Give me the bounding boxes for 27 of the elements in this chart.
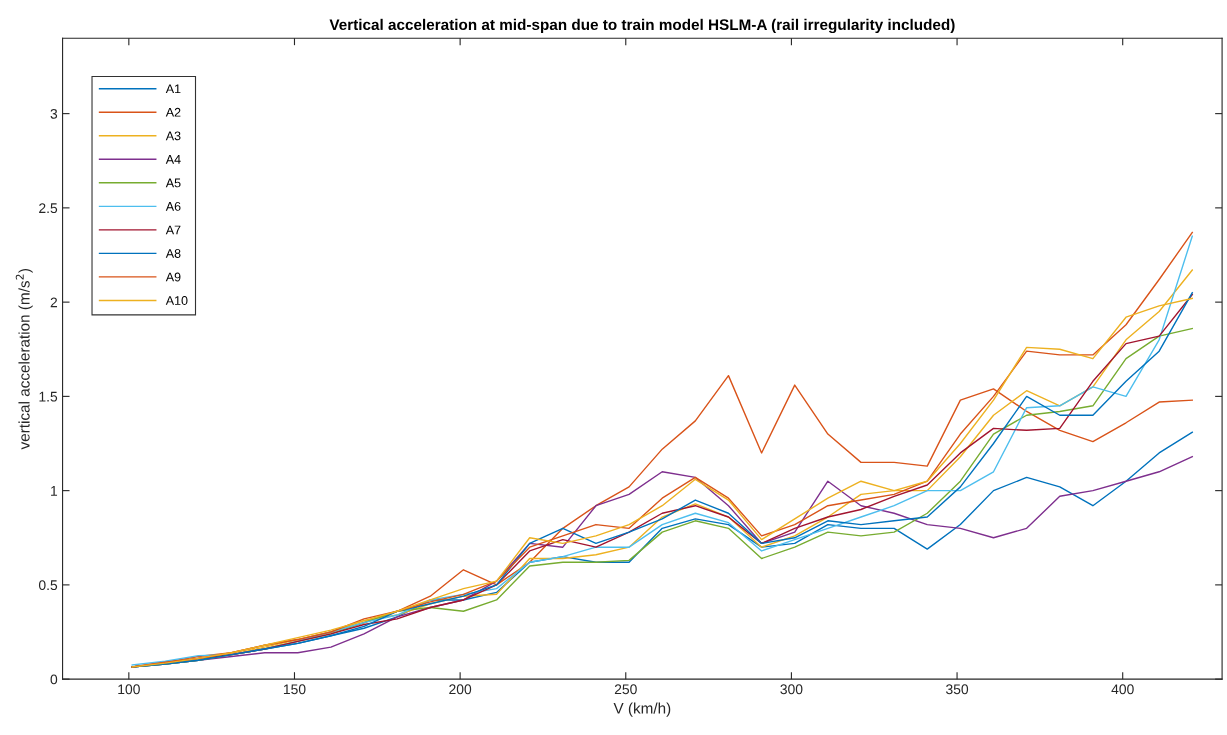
legend-label: A5 (165, 178, 181, 188)
y-tick-label: 0 (50, 674, 58, 685)
y-tick-label: 3 (50, 108, 58, 119)
legend-label: A6 (165, 201, 181, 211)
x-tick-label: 250 (614, 684, 637, 695)
y-axis-title: vertical acceleration (m/s$^{2}$) (15, 268, 33, 450)
y-tick-label: 0.5 (38, 580, 58, 591)
x-tick-label: 200 (449, 684, 472, 695)
legend-label: A7 (165, 225, 181, 235)
x-tick-label: 300 (780, 684, 803, 695)
y-tick-label: 1 (51, 486, 58, 496)
x-axis-title: V (km/h) (613, 702, 671, 717)
x-tick-label: 400 (1111, 684, 1134, 695)
legend-label: A8 (165, 249, 181, 258)
legend-label: A10 (165, 296, 188, 305)
legend-label: A3 (165, 131, 181, 141)
x-tick-label: 150 (283, 684, 306, 695)
y-tick-label: 2.5 (39, 203, 58, 214)
legend-label: A4 (165, 155, 181, 164)
legend-label: A1 (165, 84, 181, 94)
chart-title: Vertical acceleration at mid-span due to train model HSLM-A (rail irregularity included) (329, 18, 955, 34)
x-tick-label: 100 (118, 684, 140, 695)
legend-label: A9 (165, 272, 181, 282)
y-tick-label: 2 (50, 297, 58, 308)
y-tick-label: 1.5 (39, 391, 58, 402)
x-tick-label: 350 (946, 684, 969, 695)
legend-label: A2 (165, 107, 181, 117)
